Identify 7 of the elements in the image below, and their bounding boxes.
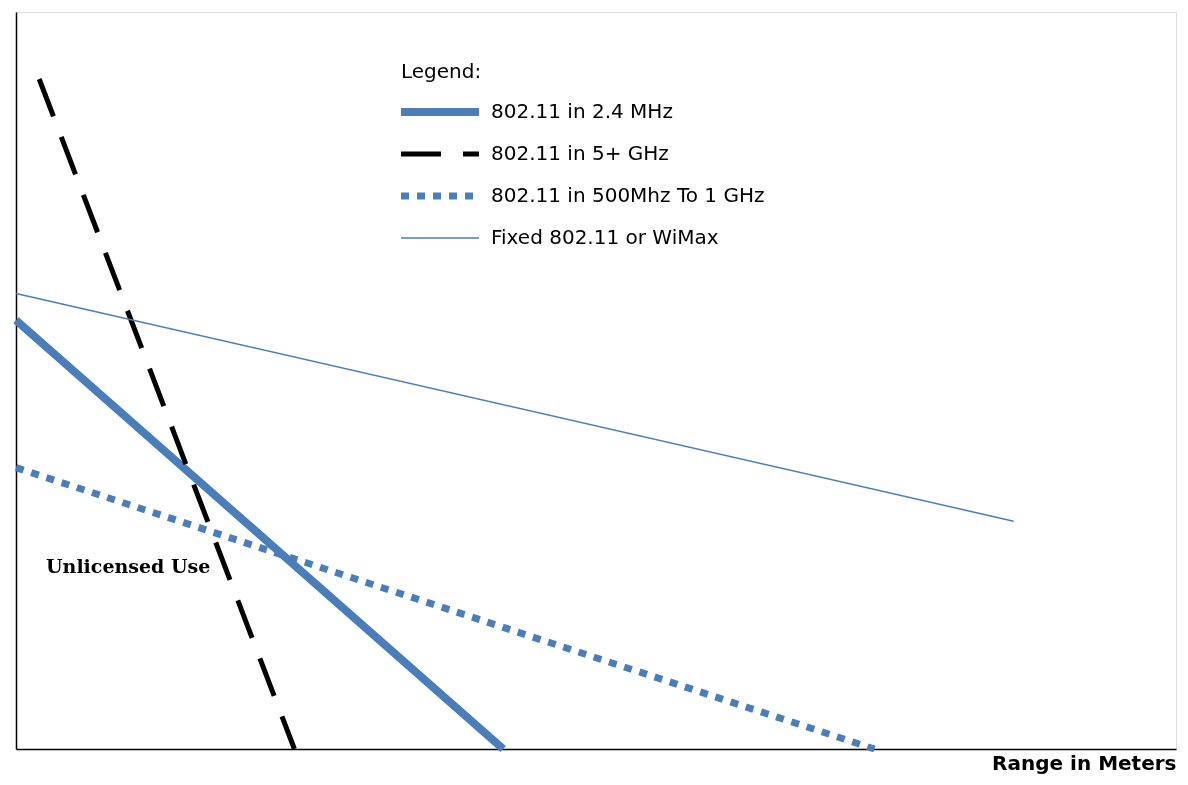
legend-title: Legend: <box>401 59 482 83</box>
legend-label: 802.11 in 5+ GHz <box>491 141 669 165</box>
legend-label: Fixed 802.11 or WiMax <box>491 225 719 249</box>
annotation: Unlicensed Use <box>46 555 211 577</box>
legend-label: 802.11 in 500Mhz To 1 GHz <box>491 183 765 207</box>
legend-label: 802.11 in 2.4 MHz <box>491 99 673 123</box>
x-axis-title: Range in Meters <box>992 750 1177 775</box>
